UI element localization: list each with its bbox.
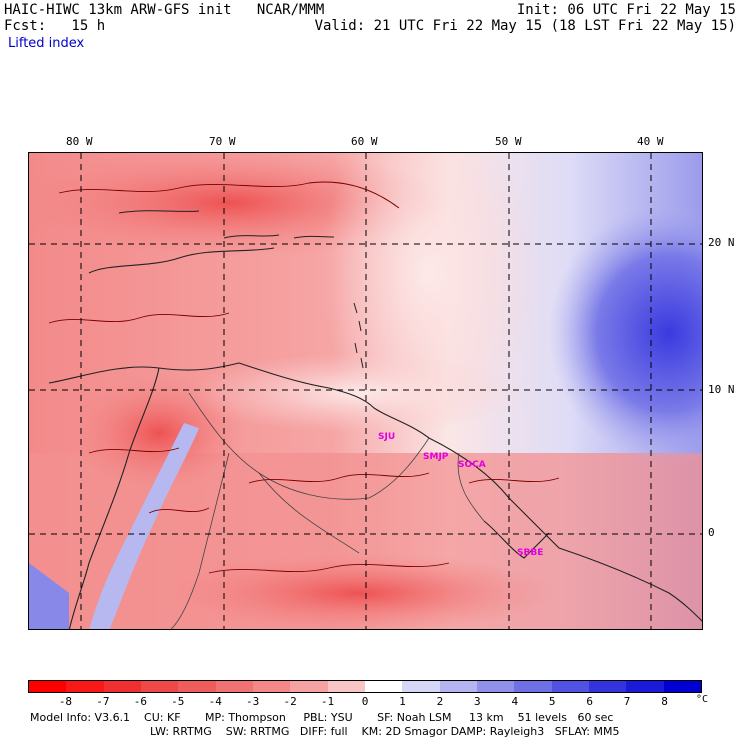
- site-label-sju: SJU: [378, 432, 396, 442]
- colorbar-unit: °C: [696, 694, 709, 705]
- colorbar-tick-label: -7: [96, 695, 110, 708]
- colorbar-swatch: [663, 681, 701, 692]
- lon-label-70w: 70 W: [209, 135, 236, 148]
- colorbar-swatch: [364, 681, 403, 692]
- colorbar-swatch: [103, 681, 141, 692]
- colorbar-tick-label: 2: [436, 695, 444, 708]
- li-contours: [48, 181, 560, 574]
- colorbar-swatch: [402, 681, 440, 692]
- country-borders: [170, 392, 485, 629]
- lat-label-0: 0: [708, 526, 715, 539]
- lon-label-80w: 80 W: [66, 135, 93, 148]
- colorbar-swatch: [252, 681, 291, 692]
- init-time: Init: 06 UTC Fri 22 May 15: [516, 2, 736, 18]
- colorbar-tick-label: -2: [283, 695, 297, 708]
- colorbar-tick-label: 7: [623, 695, 631, 708]
- site-label-soca: SOCA: [458, 460, 486, 470]
- colorbar-tick-label: 8: [661, 695, 668, 708]
- lon-label-40w: 40 W: [637, 135, 664, 148]
- colorbar-tick-label: -1: [320, 695, 335, 708]
- pacific-stable-corner: [29, 563, 69, 629]
- colorbar-swatch: [215, 681, 253, 692]
- coastlines: [48, 247, 702, 629]
- lifted-index-map: [28, 152, 703, 630]
- venezuela-stable-zone: [189, 353, 529, 433]
- colorbar-tick-label: 0: [361, 695, 369, 708]
- colorbar-tick-label: 5: [548, 695, 556, 708]
- colorbar-tick-label: -4: [208, 695, 222, 708]
- site-label-sbbe: SBBE: [517, 548, 544, 558]
- colorbar-tick-label: 6: [586, 695, 593, 708]
- lat-lon-grid: [29, 153, 702, 629]
- colorbar-tick-label: -6: [133, 695, 147, 708]
- colorbar-swatch: [626, 681, 664, 692]
- andes-stable-strip: [89, 423, 199, 629]
- model-info-line-2: LW: RRTMG SW: RRTMG DIFF: full KM: 2D Sm…: [150, 725, 620, 738]
- south-strong-instability: [159, 553, 559, 629]
- lon-label-50w: 50 W: [495, 135, 522, 148]
- colorbar-swatch: [327, 681, 365, 692]
- colorbar-swatch: [476, 681, 515, 692]
- plot-title: HAIC-HIWC 13km ARW-GFS init NCAR/MMM: [4, 2, 325, 18]
- forecast-hour: Fcst: 15 h: [4, 18, 106, 34]
- site-label-smjp: SMJP: [423, 452, 449, 462]
- colorbar-swatch: [514, 681, 552, 692]
- colorbar: [28, 680, 702, 693]
- colorbar-tick-label: -5: [171, 695, 185, 708]
- colorbar-tick-label: -8: [58, 695, 73, 708]
- colorbar-swatch: [551, 681, 589, 692]
- colorbar-swatch: [178, 681, 216, 692]
- lat-label-20n: 20 N: [708, 236, 735, 249]
- model-info-line-1: Model Info: V3.6.1 CU: KF MP: Thompson P…: [30, 711, 614, 724]
- colorbar-swatch: [29, 681, 67, 692]
- colorbar-tick-label: 4: [511, 695, 519, 708]
- colorbar-swatch: [588, 681, 627, 692]
- colorbar-swatch: [439, 681, 477, 692]
- colorbar-tick-label: 1: [399, 695, 406, 708]
- colorbar-swatch: [140, 681, 179, 692]
- colorbar-tick-label: 3: [474, 695, 481, 708]
- colorbar-swatch: [290, 681, 328, 692]
- colorbar-tick-label: -3: [246, 695, 260, 708]
- map-canvas: [29, 153, 702, 629]
- lat-label-10n: 10 N: [708, 383, 735, 396]
- valid-time: Valid: 21 UTC Fri 22 May 15 (18 LST Fri …: [314, 18, 736, 34]
- lon-label-60w: 60 W: [351, 135, 378, 148]
- atlantic-stable-zone: [549, 203, 702, 463]
- caribbean-islands: [118, 210, 364, 369]
- colorbar-swatch: [66, 681, 104, 692]
- field-name: Lifted index: [8, 36, 85, 51]
